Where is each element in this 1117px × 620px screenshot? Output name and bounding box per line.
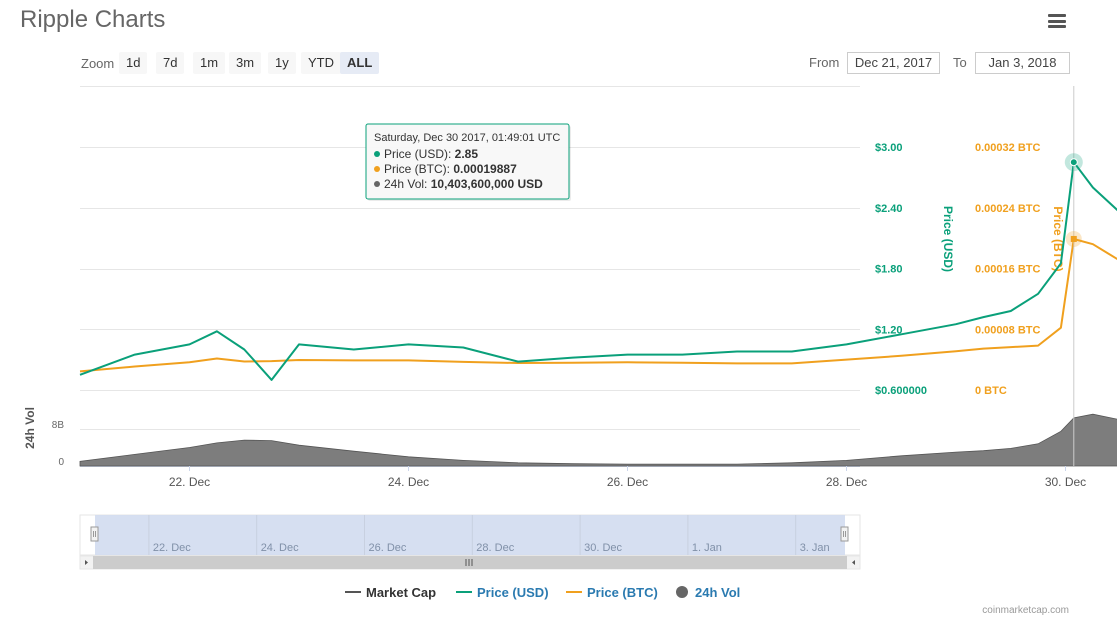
navigator-left-handle[interactable] bbox=[90, 526, 99, 542]
from-date-input[interactable]: Dec 21, 2017 bbox=[847, 52, 940, 74]
tooltip-row: Price (USD): 2.85 bbox=[384, 147, 478, 161]
tooltip: Saturday, Dec 30 2017, 01:49:01 UTC Price… bbox=[365, 123, 571, 201]
legend-item[interactable]: 24h Vol bbox=[676, 585, 740, 600]
navigator-tick-label: 30. Dec bbox=[584, 542, 622, 554]
x-tick-label: 22. Dec bbox=[169, 475, 210, 489]
zoom-7d-button[interactable]: 7d bbox=[156, 52, 185, 74]
navigator-selection bbox=[95, 515, 845, 555]
btc-tick-label: 0.00016 BTC bbox=[975, 264, 1040, 276]
usd-axis-title: Price (USD) bbox=[941, 206, 955, 272]
page-title: Ripple Charts bbox=[20, 6, 166, 33]
usd-hover-point bbox=[1069, 158, 1078, 167]
vol-tick-label: 0 bbox=[58, 457, 64, 468]
tooltip-row: Price (BTC): 0.00019887 bbox=[384, 162, 517, 176]
usd-tick-label: $3.00 bbox=[875, 142, 903, 154]
legend-item[interactable]: Price (USD) bbox=[456, 585, 549, 600]
tooltip-row: 24h Vol: 10,403,600,000 USD bbox=[384, 177, 543, 191]
zoom-1y-button[interactable]: 1y bbox=[268, 52, 296, 74]
to-label: To bbox=[953, 55, 967, 70]
usd-tick-label: $0.600000 bbox=[875, 385, 927, 397]
tooltip-date: Saturday, Dec 30 2017, 01:49:01 UTC bbox=[374, 132, 560, 144]
svg-text:Market Cap: Market Cap bbox=[366, 585, 436, 600]
svg-text:Price (USD): Price (USD) bbox=[477, 585, 549, 600]
series-price-usd bbox=[79, 161, 1117, 381]
scroll-left-arrow-icon[interactable] bbox=[85, 560, 88, 565]
zoom-1d-button[interactable]: 1d bbox=[119, 52, 148, 74]
credit-link[interactable]: coinmarketcap.com bbox=[982, 605, 1069, 616]
zoom-label: Zoom bbox=[81, 56, 115, 71]
navigator-tick-label: 24. Dec bbox=[261, 542, 299, 554]
zoom-3m-button[interactable]: 3m bbox=[229, 52, 262, 74]
x-tick-label: 26. Dec bbox=[607, 475, 648, 489]
legend-item[interactable]: Price (BTC) bbox=[566, 585, 658, 600]
navigator-tick-label: 22. Dec bbox=[153, 542, 191, 554]
zoom-ytd-button[interactable]: YTD bbox=[301, 52, 341, 74]
btc-axis-title: Price (BTC) bbox=[1051, 206, 1065, 271]
btc-tick-label: 0.00032 BTC bbox=[975, 142, 1040, 154]
btc-tick-label: 0 BTC bbox=[975, 385, 1007, 397]
x-tick-label: 30. Dec bbox=[1045, 475, 1086, 489]
scroll-right-arrow-icon[interactable] bbox=[852, 560, 855, 565]
navigator-tick-label: 1. Jan bbox=[692, 542, 722, 554]
zoom-1m-button[interactable]: 1m bbox=[193, 52, 226, 74]
usd-tick-label: $1.20 bbox=[875, 324, 903, 336]
usd-tick-label: $2.40 bbox=[875, 203, 903, 215]
to-date-input[interactable]: Jan 3, 2018 bbox=[975, 52, 1070, 74]
x-tick-label: 28. Dec bbox=[826, 475, 867, 489]
from-label: From bbox=[809, 55, 840, 70]
zoom-all-button[interactable]: ALL bbox=[340, 52, 380, 74]
hamburger-menu-icon[interactable] bbox=[1048, 14, 1066, 28]
x-tick-label: 24. Dec bbox=[388, 475, 429, 489]
navigator-right-handle[interactable] bbox=[840, 526, 849, 542]
usd-axis: $0.600000 $1.20 $1.80 $2.40 $3.00 bbox=[875, 142, 927, 397]
svg-text:Price (BTC): Price (BTC) bbox=[587, 585, 658, 600]
btc-tick-label: 0.00024 BTC bbox=[975, 203, 1040, 215]
scrollbar-thumb[interactable] bbox=[93, 556, 847, 569]
series-price-btc bbox=[79, 238, 1117, 373]
vol-axis-title: 24h Vol bbox=[23, 407, 37, 449]
btc-tick-label: 0.00008 BTC bbox=[975, 324, 1040, 336]
usd-tick-label: $1.80 bbox=[875, 264, 903, 276]
vol-tick-label: 8B bbox=[52, 420, 65, 431]
btc-axis: 0 BTC 0.00008 BTC 0.00016 BTC 0.00024 BTC 0.… bbox=[975, 142, 1040, 397]
navigator-tick-label: 28. Dec bbox=[476, 542, 514, 554]
series-24h-vol bbox=[79, 413, 1117, 467]
navigator-tick-label: 3. Jan bbox=[800, 542, 830, 554]
navigator-tick-label: 26. Dec bbox=[369, 542, 407, 554]
btc-hover-point bbox=[1070, 235, 1077, 242]
vol-axis: 0 8B bbox=[52, 420, 65, 468]
svg-text:24h Vol: 24h Vol bbox=[695, 585, 740, 600]
legend-item[interactable]: Market Cap bbox=[345, 585, 436, 600]
navigator: 22. Dec 24. Dec 26. Dec 28. Dec 30. Dec 1. Ja… bbox=[79, 514, 861, 570]
